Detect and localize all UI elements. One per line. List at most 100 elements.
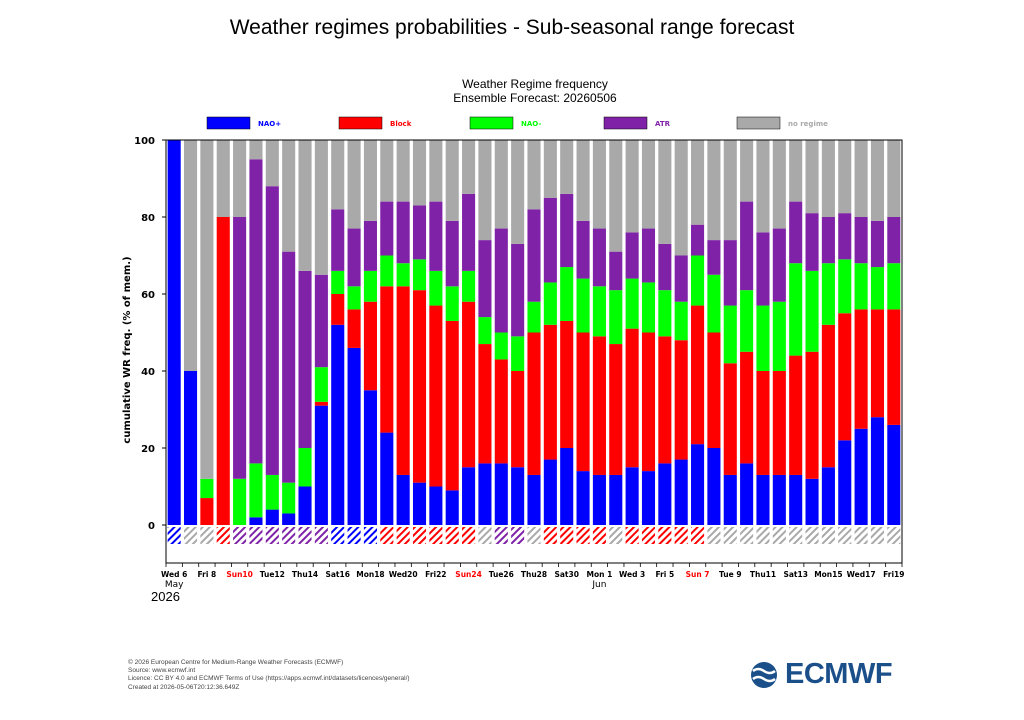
bar-segment [233, 217, 247, 479]
legend-swatch [469, 116, 514, 130]
bar-segment [625, 140, 639, 233]
x-tick-label: Wed 3 [619, 570, 645, 579]
bar-segment [396, 263, 410, 287]
bar-segment [282, 140, 296, 252]
bar-segment [347, 347, 361, 525]
bar-segment [592, 286, 606, 337]
bar-segment [380, 255, 394, 287]
x-tick-label: Tue26 [489, 570, 514, 579]
bar-segment [805, 270, 819, 352]
regime-strip-cell [772, 527, 786, 544]
regime-strip-cell [805, 527, 819, 544]
legend-label: ATR [655, 120, 671, 128]
regime-strip-cell [233, 527, 247, 544]
regime-strip-cell [363, 527, 377, 544]
bar-segment [527, 332, 541, 475]
regime-strip-cell [478, 527, 492, 544]
regime-strip-cell [282, 527, 296, 544]
bar-segment [592, 336, 606, 475]
bar-segment [740, 463, 754, 525]
bar-segment [396, 140, 410, 202]
bar-segment [478, 240, 492, 318]
bar-segment [674, 301, 688, 341]
bar-segment [347, 309, 361, 348]
bar-segment [265, 474, 279, 510]
bar-segment [265, 186, 279, 475]
legend-swatch [338, 116, 383, 130]
footer-line: © 2026 European Centre for Medium-Range … [128, 659, 344, 666]
bar-segment [462, 467, 476, 525]
bar-segment [674, 255, 688, 302]
bar-segment [429, 486, 443, 525]
bar-segment [740, 201, 754, 291]
bar-segment [331, 209, 345, 271]
x-tick-label: Wed20 [389, 570, 418, 579]
bar-segment [821, 263, 835, 325]
year-label: 2026 [151, 589, 180, 604]
regime-strip-cell [789, 527, 803, 544]
bar-segment [314, 405, 328, 525]
bar-segment [511, 467, 525, 525]
bar-segment [723, 240, 737, 306]
bar-segment [772, 371, 786, 475]
bar-segment [249, 159, 263, 464]
bar-segment [298, 140, 312, 271]
month-label: May [165, 580, 184, 590]
bar-segment [821, 324, 835, 468]
bar-segment [821, 467, 835, 525]
dominant-regime-strip [167, 527, 901, 544]
bar-segment [821, 217, 835, 264]
bar-segment [543, 140, 557, 198]
legend-swatch [736, 116, 781, 130]
bar-segment [609, 251, 623, 291]
regime-strip-cell [609, 527, 623, 544]
bar-segment [723, 140, 737, 241]
bar-segment [756, 232, 770, 306]
bar-segment [363, 390, 377, 525]
regime-strip-cell [756, 527, 770, 544]
regime-strip-cell [740, 527, 754, 544]
bar-segment [674, 140, 688, 256]
bar-segment [445, 490, 459, 525]
bar-segment [543, 197, 557, 283]
bar-segment [641, 332, 656, 472]
bar-segment [298, 448, 312, 487]
legend-label: NAO- [521, 120, 541, 128]
bar-segment [887, 424, 901, 525]
regime-strip-cell [560, 527, 574, 544]
legend-label: Block [390, 120, 412, 128]
bar-segment [609, 140, 623, 252]
bar-segment [674, 459, 688, 525]
legend-swatch [603, 116, 648, 130]
bar-segment [511, 243, 525, 337]
bar-segment [854, 263, 868, 310]
regime-strip-cell [314, 527, 328, 544]
bar-segment [249, 517, 263, 525]
bar-segment [282, 513, 296, 525]
bar-segment [609, 290, 623, 345]
bar-segment [363, 270, 377, 302]
footer-line: Created at 2026-05-06T20:12:36.649Z [128, 683, 240, 691]
bar-segment [331, 270, 345, 294]
bar-segment [462, 193, 476, 271]
regime-strip-cell [707, 527, 721, 544]
regime-strip-cell [592, 527, 606, 544]
bar-segment [380, 140, 394, 202]
bar-segment [805, 213, 819, 271]
plot-frame [165, 139, 903, 564]
bar-segment [641, 140, 656, 229]
bar-segment [363, 220, 377, 271]
bar-segment [282, 482, 296, 514]
bar-segment [527, 140, 541, 210]
bar-segment [887, 263, 901, 310]
bar-segment [838, 313, 852, 441]
bar-segment [265, 140, 279, 187]
bar-segment [723, 363, 737, 475]
bar-segment [331, 294, 345, 325]
bar-segment [691, 255, 705, 306]
bar-segment [772, 301, 786, 371]
bar-segment [560, 267, 574, 321]
bar-segment [576, 278, 590, 333]
bar-segment [805, 478, 819, 525]
bar-segment [511, 371, 525, 468]
